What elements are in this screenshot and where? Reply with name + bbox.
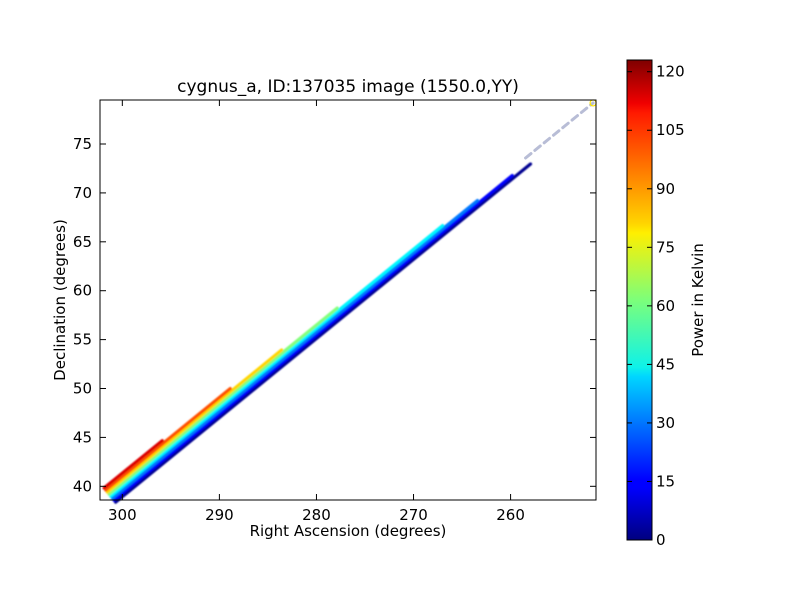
x-tick-label: 280: [302, 506, 331, 524]
colorbar-tick-label: 105: [656, 121, 685, 139]
track-band: [104, 387, 232, 492]
colorbar-ticks: 0 15 30 45 60 75 90 105 120: [627, 63, 685, 549]
colorbar-tick-label: 120: [656, 63, 685, 81]
y-tick-label: 60: [73, 282, 92, 300]
track-tail: [524, 101, 595, 160]
x-tick-label: 270: [399, 506, 428, 524]
colorbar-tick-label: 90: [656, 180, 675, 198]
track-band: [114, 162, 533, 504]
y-tick-label: 45: [73, 428, 92, 446]
x-tick-label: 260: [496, 506, 525, 524]
y-tick-label: 50: [73, 380, 92, 398]
chart-title: cygnus_a, ID:137035 image (1550.0,YY): [177, 77, 519, 97]
track-bands: [102, 162, 533, 504]
y-tick-label: 75: [73, 135, 92, 153]
track-band: [102, 439, 164, 490]
colorbar-tick-label: 30: [656, 414, 675, 432]
track-band: [107, 306, 339, 496]
colorbar: [626, 59, 653, 541]
y-tick-label: 55: [73, 331, 92, 349]
track-band: [105, 348, 284, 494]
colorbar-tick-label: 45: [656, 355, 675, 373]
colorbar-label: Power in Kelvin: [689, 243, 707, 357]
y-axis-label: Declination (degrees): [51, 219, 69, 381]
y-tick-label: 70: [73, 184, 92, 202]
y-tick-label: 40: [73, 477, 92, 495]
x-axis-label: Right Ascension (degrees): [250, 522, 447, 540]
y-axis-ticks: 40 45 50 55 60 65 70 75: [73, 135, 596, 495]
data-layer: [102, 99, 597, 504]
colorbar-tick-label: 15: [656, 472, 675, 490]
track-band: [110, 198, 480, 500]
plot-frame: [99, 99, 597, 501]
colorbar-tick-label: 0: [656, 531, 666, 549]
x-tick-label: 290: [205, 506, 234, 524]
x-tick-label: 300: [108, 506, 137, 524]
y-tick-label: 65: [73, 233, 92, 251]
track-band: [109, 223, 445, 498]
colorbar-tick-label: 75: [656, 238, 675, 256]
track-band: [112, 173, 514, 502]
colorbar-tick-label: 60: [656, 297, 675, 315]
x-axis-ticks: 300 290 280 270 260: [108, 100, 525, 524]
